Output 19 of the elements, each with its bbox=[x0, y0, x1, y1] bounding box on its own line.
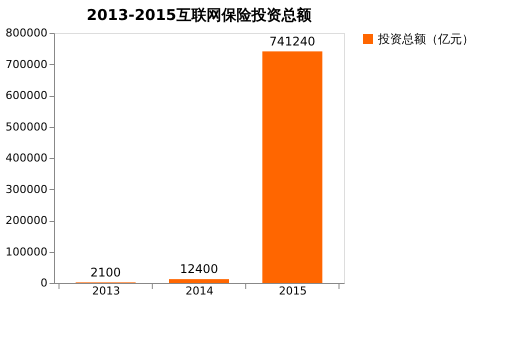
legend-label: 投资总额（亿元） bbox=[377, 32, 474, 46]
y-tick-label: 700000 bbox=[6, 58, 48, 71]
data-label: 741240 bbox=[269, 34, 316, 48]
y-tick-label: 600000 bbox=[6, 89, 48, 102]
x-tick-label: 2015 bbox=[278, 284, 307, 298]
data-label: 2100 bbox=[90, 265, 121, 280]
chart-title: 2013-2015互联网保险投资总额 bbox=[86, 6, 312, 24]
y-tick-label: 800000 bbox=[6, 26, 48, 40]
y-tick-label: 0 bbox=[40, 276, 48, 290]
y-tick-label: 300000 bbox=[6, 182, 48, 196]
x-tick-label: 2014 bbox=[186, 284, 214, 298]
y-tick-label: 400000 bbox=[6, 152, 48, 164]
x-tick-label: 2013 bbox=[92, 284, 120, 298]
y-tick-label: 100000 bbox=[6, 245, 48, 258]
bar bbox=[262, 51, 322, 283]
y-tick-label: 500000 bbox=[6, 120, 48, 134]
y-tick-label: 200000 bbox=[6, 214, 48, 227]
data-label: 12400 bbox=[180, 262, 218, 276]
bar bbox=[169, 279, 229, 283]
